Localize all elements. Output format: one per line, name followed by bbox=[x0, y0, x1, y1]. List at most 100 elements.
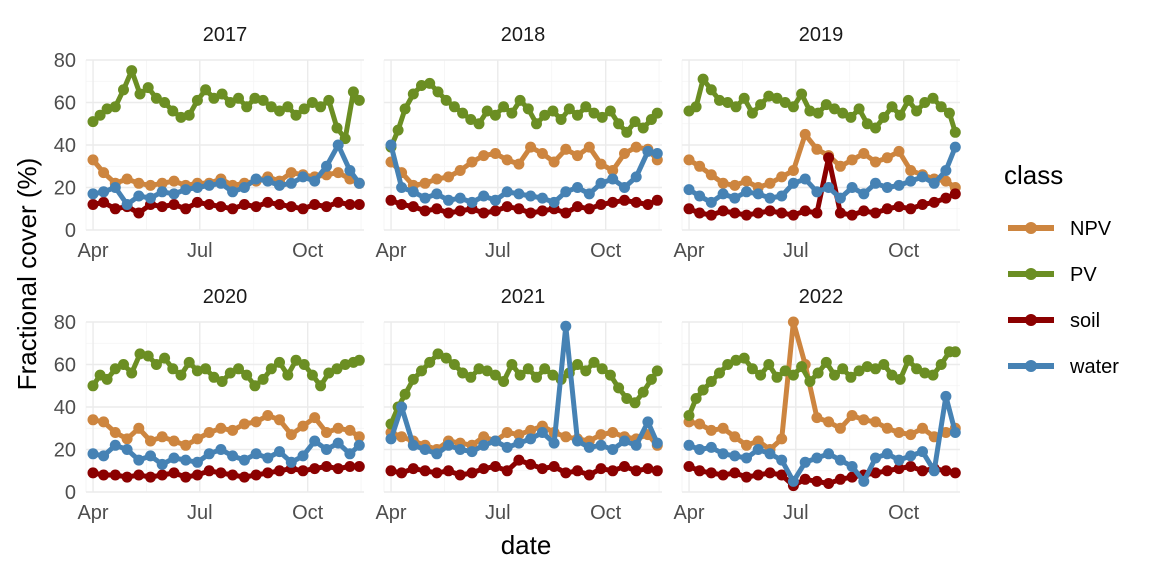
data-point-PV bbox=[481, 365, 493, 377]
data-point-NPV bbox=[227, 424, 239, 436]
data-point-NPV bbox=[741, 175, 752, 187]
x-tick-label: Jul bbox=[485, 502, 511, 524]
x-tick-label: Oct bbox=[590, 240, 622, 262]
data-point-soil bbox=[407, 463, 419, 475]
data-point-PV bbox=[927, 92, 939, 104]
data-point-soil bbox=[238, 471, 250, 483]
data-point-soil bbox=[227, 469, 239, 481]
x-tick-label: Apr bbox=[673, 240, 704, 262]
legend-key-point bbox=[1025, 222, 1037, 234]
data-point-PV bbox=[241, 101, 253, 113]
data-point-NPV bbox=[121, 433, 133, 445]
series-PV bbox=[683, 73, 961, 138]
data-point-NPV bbox=[145, 435, 156, 447]
data-point-soil bbox=[917, 199, 928, 210]
data-point-NPV bbox=[274, 414, 285, 426]
data-point-soil bbox=[250, 469, 262, 481]
data-point-NPV bbox=[133, 177, 145, 189]
data-point-PV bbox=[506, 359, 518, 370]
data-point-NPV bbox=[489, 148, 501, 159]
data-point-NPV bbox=[811, 143, 823, 155]
data-point-NPV bbox=[454, 165, 466, 176]
x-axis-title: date bbox=[501, 530, 552, 560]
data-point-water bbox=[560, 320, 572, 332]
data-point-soil bbox=[536, 205, 548, 217]
data-point-PV bbox=[651, 365, 663, 377]
x-tick-label: Oct bbox=[292, 502, 324, 524]
data-point-PV bbox=[109, 363, 121, 375]
data-point-PV bbox=[489, 369, 501, 381]
data-point-soil bbox=[168, 199, 180, 210]
data-point-PV bbox=[572, 109, 583, 121]
data-point-PV bbox=[274, 356, 285, 368]
data-point-NPV bbox=[905, 429, 917, 441]
data-point-soil bbox=[525, 458, 537, 470]
data-point-PV bbox=[588, 107, 600, 119]
data-point-PV bbox=[241, 369, 253, 381]
data-point-water bbox=[133, 454, 145, 466]
data-point-PV bbox=[353, 94, 365, 106]
legend-label: water bbox=[1069, 356, 1119, 378]
data-point-NPV bbox=[98, 416, 110, 428]
data-point-soil bbox=[353, 461, 365, 472]
data-point-soil bbox=[705, 467, 717, 479]
data-point-PV bbox=[183, 356, 195, 368]
data-point-soil bbox=[595, 199, 607, 210]
data-point-soil bbox=[752, 469, 764, 481]
data-point-water bbox=[121, 444, 133, 455]
data-point-PV bbox=[208, 371, 220, 383]
data-point-soil bbox=[109, 203, 121, 215]
data-point-water bbox=[309, 435, 321, 447]
data-point-NPV bbox=[741, 439, 752, 451]
data-point-soil bbox=[881, 203, 893, 215]
series-soil bbox=[683, 152, 961, 221]
data-point-water bbox=[741, 452, 752, 464]
series-PV bbox=[87, 65, 365, 145]
series-NPV bbox=[385, 141, 663, 191]
data-point-NPV bbox=[285, 167, 297, 179]
data-point-PV bbox=[183, 109, 195, 121]
data-point-water bbox=[572, 182, 583, 193]
data-point-water bbox=[297, 450, 309, 462]
data-point-soil bbox=[168, 467, 180, 479]
data-point-water bbox=[431, 448, 443, 460]
data-point-PV bbox=[604, 369, 616, 381]
data-point-soil bbox=[823, 152, 835, 164]
data-point-NPV bbox=[87, 154, 99, 166]
data-point-PV bbox=[539, 363, 551, 375]
data-point-PV bbox=[755, 99, 767, 111]
series-soil bbox=[683, 461, 961, 492]
y-tick-label: 60 bbox=[54, 93, 76, 115]
data-point-PV bbox=[796, 88, 808, 100]
data-point-soil bbox=[630, 465, 642, 477]
data-point-PV bbox=[514, 369, 526, 381]
data-point-PV bbox=[208, 92, 220, 104]
data-point-PV bbox=[399, 103, 411, 115]
data-point-soil bbox=[583, 203, 595, 215]
data-point-PV bbox=[683, 410, 695, 421]
data-point-water bbox=[823, 182, 835, 193]
data-point-PV bbox=[645, 373, 657, 385]
panel-2019: 2019 Apr Jul Oct bbox=[673, 24, 961, 262]
data-point-water bbox=[917, 446, 928, 458]
data-point-water bbox=[297, 171, 309, 183]
data-point-water bbox=[548, 437, 560, 449]
data-point-PV bbox=[522, 103, 534, 115]
legend: class NPV PV soil water bbox=[1004, 160, 1119, 378]
data-point-NPV bbox=[940, 175, 952, 187]
data-point-water bbox=[168, 452, 180, 464]
data-point-PV bbox=[432, 348, 444, 360]
data-point-soil bbox=[651, 465, 663, 477]
data-point-PV bbox=[522, 363, 534, 375]
data-point-PV bbox=[580, 365, 592, 377]
data-point-PV bbox=[787, 101, 799, 113]
data-point-water bbox=[741, 186, 752, 198]
data-point-NPV bbox=[309, 412, 321, 424]
data-point-soil bbox=[811, 207, 823, 219]
data-point-soil bbox=[454, 469, 466, 481]
data-point-water bbox=[619, 182, 630, 193]
data-point-PV bbox=[432, 86, 444, 98]
legend-label: PV bbox=[1070, 264, 1097, 286]
data-point-soil bbox=[949, 188, 961, 200]
y-tick-label: 0 bbox=[65, 482, 76, 504]
